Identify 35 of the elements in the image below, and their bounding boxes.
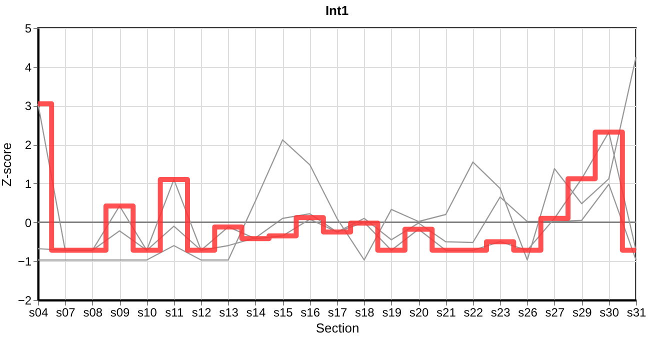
y-tick-label: −1 xyxy=(18,254,32,269)
x-tick-label: s08 xyxy=(83,306,103,320)
x-tick-label: s29 xyxy=(572,306,592,320)
x-tick-label: s20 xyxy=(409,306,430,320)
x-tick-label: s12 xyxy=(192,306,212,320)
x-tick-label: s16 xyxy=(300,306,320,320)
x-tick-label: s09 xyxy=(110,306,130,320)
x-axis-title: Section xyxy=(316,320,360,336)
line-series xyxy=(37,56,637,261)
x-tick-label: s22 xyxy=(464,306,484,320)
x-tick-label: s04 xyxy=(28,306,48,320)
x-tick-label: s30 xyxy=(600,306,620,320)
x-tick-label: s10 xyxy=(138,306,158,320)
x-tick-label: s11 xyxy=(165,306,184,320)
x-tick-label: s18 xyxy=(355,306,375,320)
chart-title: Int1 xyxy=(325,3,349,18)
y-tick-label: 4 xyxy=(24,60,32,74)
x-tick-label: s23 xyxy=(490,306,511,320)
x-tick-label: s13 xyxy=(219,306,239,320)
x-tick-label: s07 xyxy=(56,306,76,320)
x-tick-label: s21 xyxy=(436,306,456,320)
y-axis-title: Z-score xyxy=(0,142,14,187)
x-tick-label: s15 xyxy=(273,306,294,320)
x-tick-label: s27 xyxy=(545,306,565,320)
x-tick-label: s14 xyxy=(246,306,266,320)
x-tick-label: s31 xyxy=(626,306,646,320)
y-tick-label: 2 xyxy=(24,138,32,152)
x-tick-label: s19 xyxy=(382,306,402,320)
y-tick-label: 5 xyxy=(24,22,32,36)
y-tick-label: 1 xyxy=(24,176,32,191)
y-tick-label: −2 xyxy=(18,294,32,308)
x-tick-label: s26 xyxy=(518,306,538,320)
x-tick-label: s17 xyxy=(328,306,348,320)
y-tick-label: 3 xyxy=(24,99,32,114)
y-tick-label: 0 xyxy=(24,216,32,230)
